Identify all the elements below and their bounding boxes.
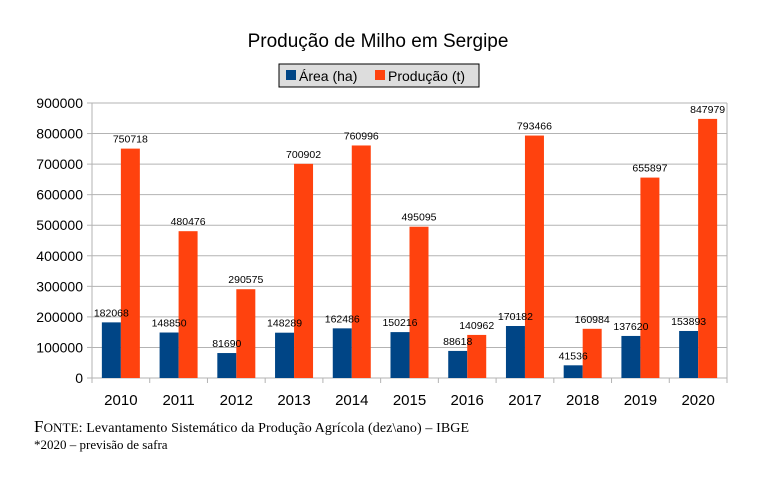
bar-producao — [178, 231, 198, 378]
legend-swatch-area — [286, 70, 296, 80]
bar-area — [275, 332, 295, 378]
bar-area — [390, 332, 410, 378]
data-label-producao: 480476 — [171, 216, 206, 228]
data-label-area: 148289 — [267, 318, 302, 330]
data-label-producao: 750718 — [113, 134, 148, 146]
y-tick-label: 900000 — [36, 95, 83, 111]
bars — [101, 118, 718, 379]
bar-producao — [524, 135, 544, 378]
data-label-producao: 160984 — [575, 314, 610, 326]
data-label-area: 41536 — [559, 350, 588, 362]
data-label-producao: 655897 — [632, 163, 667, 175]
x-tick-label: 2020 — [681, 392, 714, 409]
chart-title: Produção de Milho em Sergipe — [248, 31, 509, 52]
data-label-area: 153893 — [671, 316, 706, 328]
bar-producao — [120, 148, 140, 378]
x-tick-label: 2016 — [451, 392, 484, 409]
x-tick-label: 2012 — [220, 392, 253, 409]
bar-area — [621, 335, 641, 378]
y-tick-label: 600000 — [36, 187, 83, 203]
source-caption: FONTE: Levantamento Sistemático da Produ… — [34, 417, 469, 437]
bar-area — [101, 322, 121, 378]
source-text: : Levantamento Sistemático da Produção A… — [78, 421, 470, 436]
forecast-note: *2020 – previsão de safra — [34, 437, 168, 452]
legend-label-area: Área (ha) — [299, 68, 357, 84]
legend-label-producao: Produção (t) — [388, 68, 465, 84]
data-label-producao: 760996 — [344, 130, 379, 142]
x-tick-label: 2019 — [624, 392, 657, 409]
x-tick-label: 2015 — [393, 392, 426, 409]
y-tick-label: 0 — [75, 370, 83, 386]
data-label-producao: 495095 — [401, 212, 436, 224]
data-label-area: 81690 — [212, 338, 241, 350]
source-prefix-cap: F — [34, 417, 44, 436]
bar-area — [332, 328, 352, 378]
source-prefix-rest: ONTE — [43, 420, 79, 435]
y-tick-label: 400000 — [36, 248, 83, 264]
bar-area — [217, 353, 237, 378]
x-tick-label: 2014 — [335, 392, 368, 409]
data-label-producao: 140962 — [459, 320, 494, 332]
bar-area — [448, 350, 468, 378]
data-label-producao: 793466 — [517, 121, 552, 133]
data-label-area: 148850 — [152, 318, 187, 330]
y-tick-label: 200000 — [36, 309, 83, 325]
bar-producao — [582, 328, 602, 378]
bar-area — [679, 330, 699, 378]
data-label-area: 162486 — [325, 313, 360, 325]
data-label-producao: 700902 — [286, 149, 321, 161]
x-axis: 2010 2011 2012 2013 2014 2015 2016 2017 2018 2019… — [91, 378, 728, 409]
y-tick-label: 300000 — [36, 278, 83, 294]
data-label-area: 182068 — [94, 307, 129, 319]
bar-producao — [351, 145, 371, 378]
bar-producao — [236, 289, 256, 378]
x-tick-label: 2010 — [104, 392, 137, 409]
bar-producao — [467, 334, 487, 378]
y-tick-label: 700000 — [36, 156, 83, 172]
y-tick-label: 800000 — [36, 126, 83, 142]
bar-producao — [409, 226, 429, 378]
legend: Área (ha) Produção (t) — [278, 63, 480, 88]
bar-producao — [294, 163, 314, 378]
bar-area — [563, 365, 583, 378]
bar-area — [159, 332, 179, 378]
y-tick-label: 500000 — [36, 217, 83, 233]
y-tick-label: 100000 — [36, 339, 83, 355]
legend-swatch-producao — [375, 70, 385, 80]
data-label-area: 170182 — [498, 311, 533, 323]
bar-producao — [640, 177, 660, 378]
x-tick-label: 2018 — [566, 392, 599, 409]
x-tick-label: 2011 — [162, 392, 194, 409]
x-tick-label: 2017 — [508, 392, 541, 409]
data-label-producao: 847979 — [690, 104, 725, 116]
y-axis: 0 100000 200000 300000 400000 500000 600000 700… — [36, 95, 92, 386]
bar-producao — [698, 118, 718, 379]
data-labels: 182068 750718 148850 480476 81690 290575 14828… — [94, 104, 725, 362]
x-tick-label: 2013 — [277, 392, 310, 409]
data-label-area: 88618 — [443, 336, 472, 348]
data-label-area: 150216 — [382, 317, 417, 329]
data-label-producao: 290575 — [228, 274, 263, 286]
bar-area — [505, 325, 525, 378]
data-label-area: 137620 — [613, 321, 648, 333]
